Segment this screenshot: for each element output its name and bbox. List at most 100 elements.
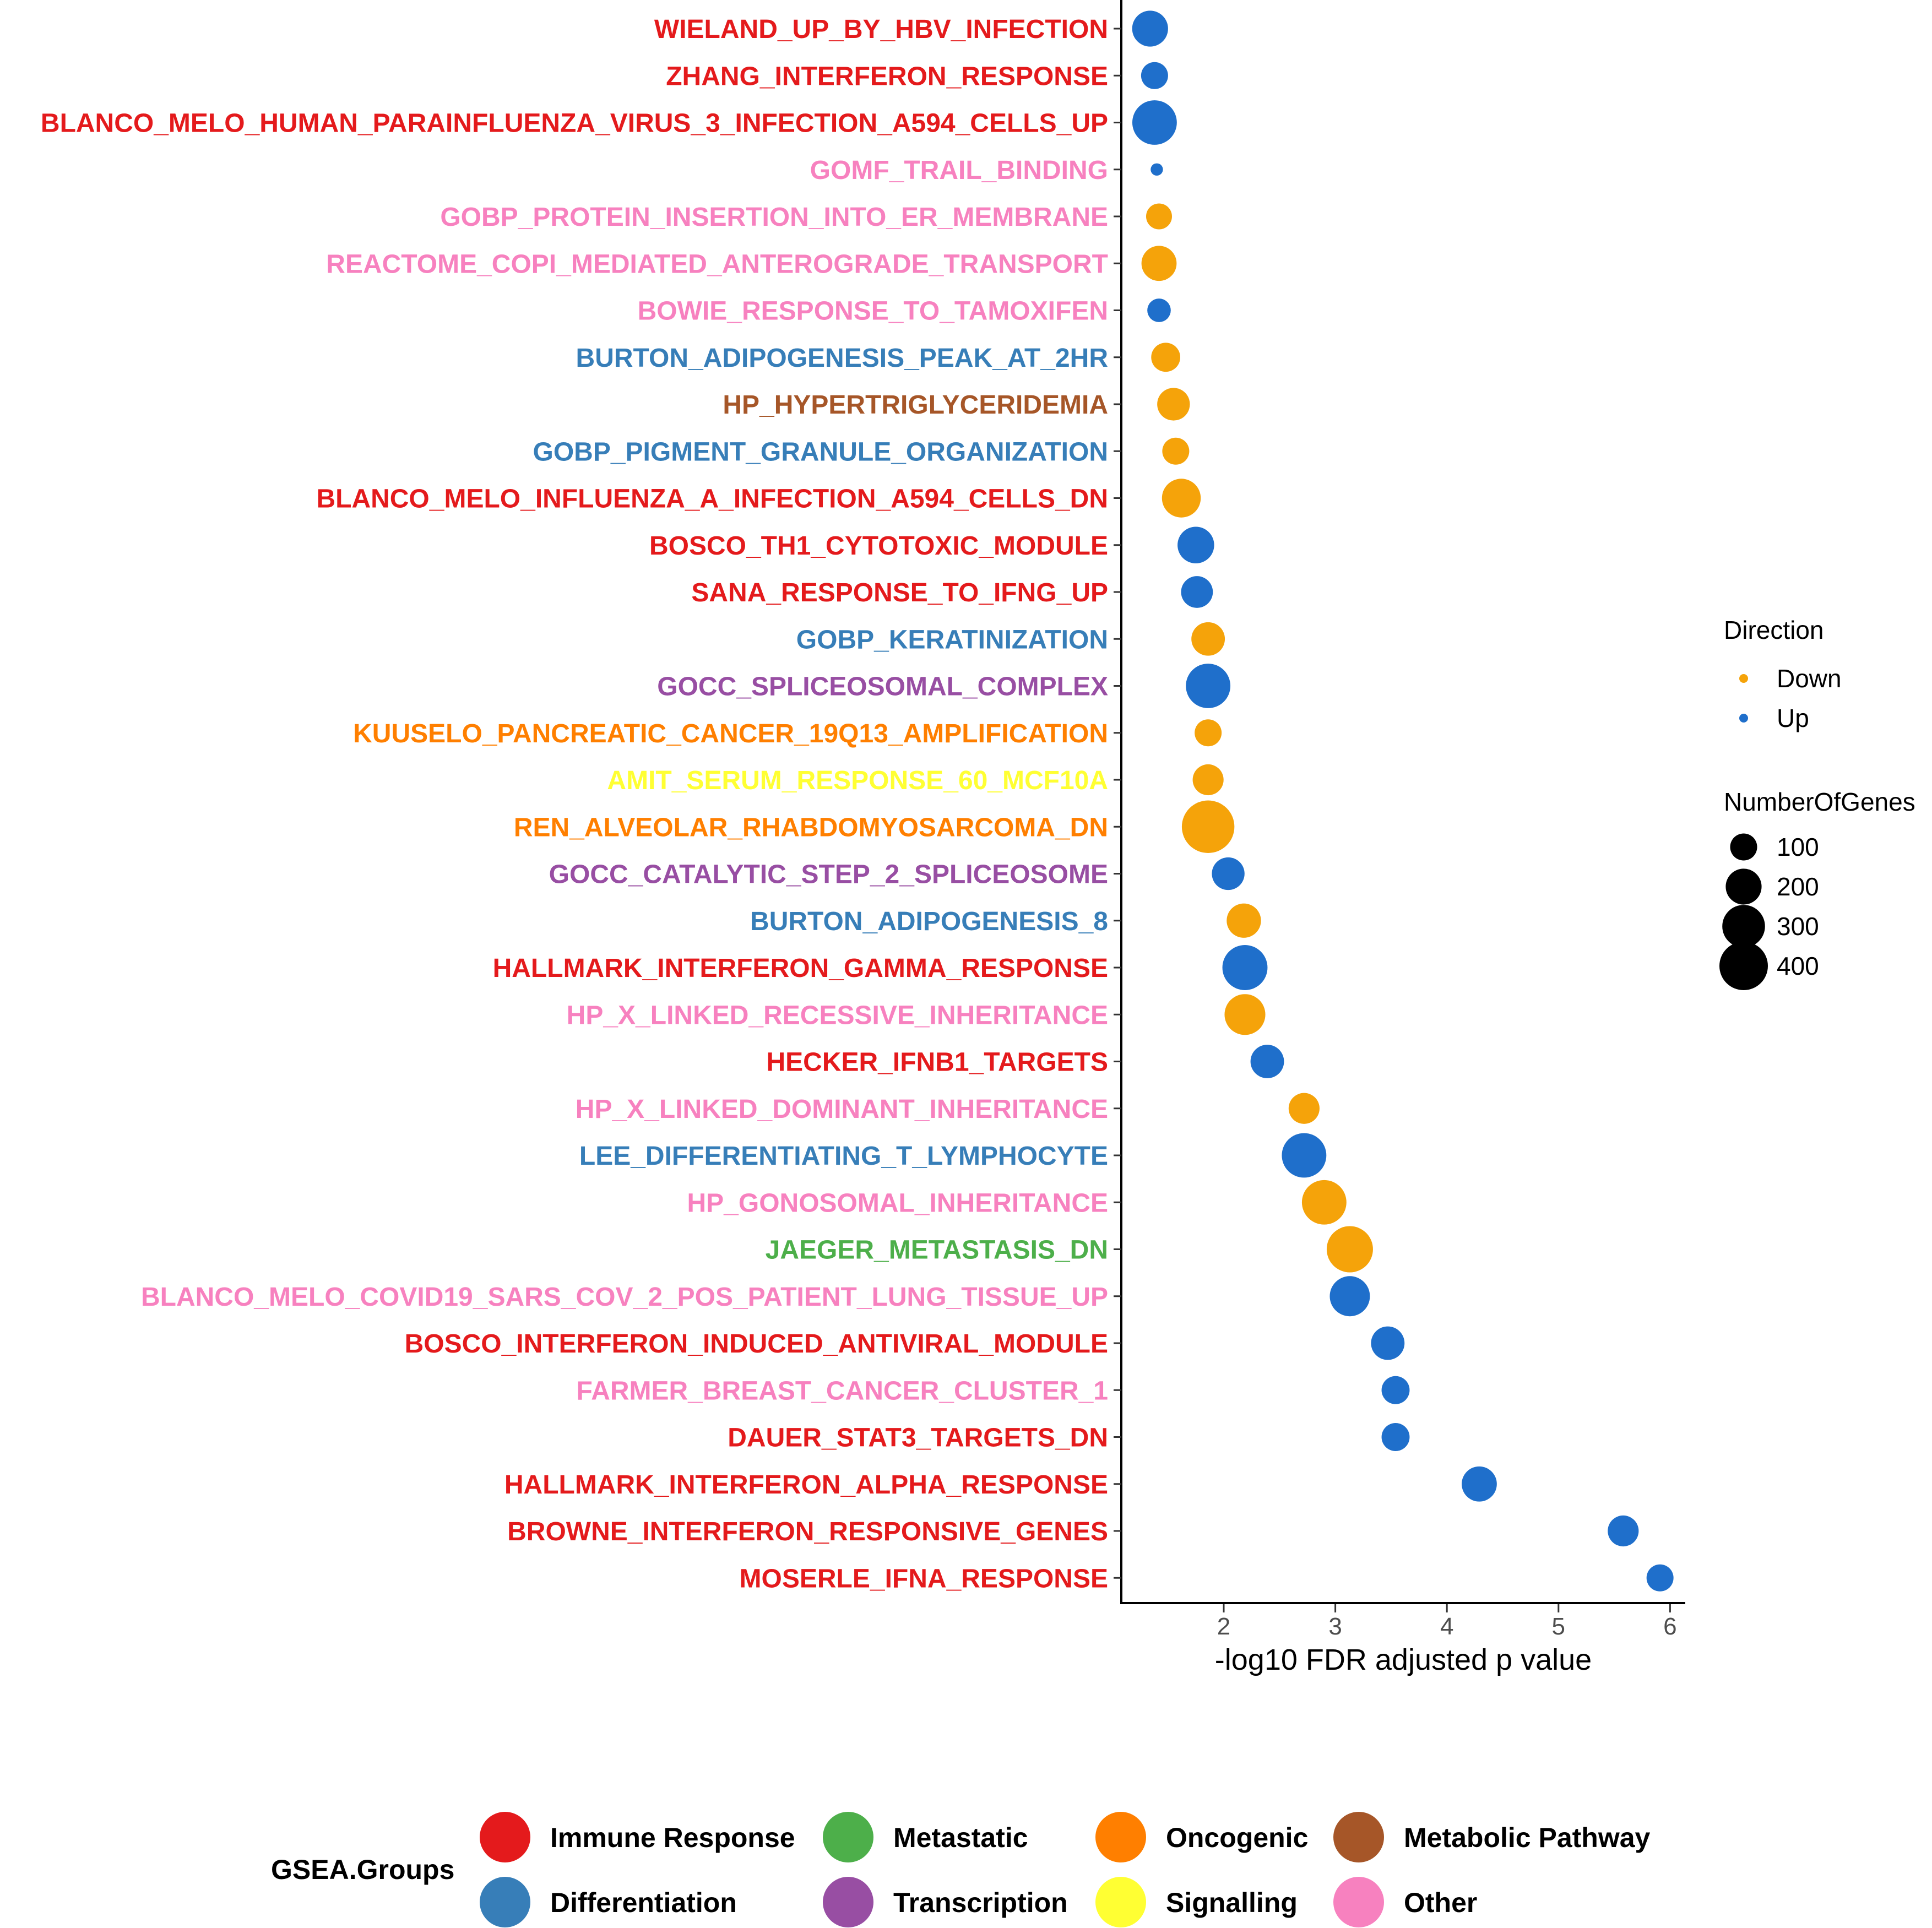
point-hp-x-linked-dominant-inheritance <box>1288 1093 1320 1124</box>
legend-group-label-metastatic: Metastatic <box>893 1822 1028 1853</box>
point-dauer-stat3-targets-dn <box>1381 1423 1410 1451</box>
point-reactome-copi-mediated-anterograde-transport <box>1141 246 1177 281</box>
point-browne-interferon-responsive-genes <box>1608 1515 1639 1547</box>
y-label-wieland-up-by-hbv-infection: WIELAND_UP_BY_HBV_INFECTION <box>654 15 1108 44</box>
point-farmer-breast-cancer-cluster-1 <box>1381 1376 1410 1404</box>
point-zhang-interferon-response <box>1141 62 1168 89</box>
point-moserle-ifna-response <box>1646 1564 1674 1592</box>
legend-group-key-metastatic <box>823 1812 873 1862</box>
legend-group-key-transcription <box>823 1877 873 1927</box>
plot-points <box>1132 10 1674 1592</box>
legend-group-label-differentiation: Differentiation <box>550 1887 737 1918</box>
y-label-zhang-interferon-response: ZHANG_INTERFERON_RESPONSE <box>666 62 1108 91</box>
y-axis-labels: WIELAND_UP_BY_HBV_INFECTION ZHANG_INTERFE… <box>41 15 1108 1593</box>
point-hp-hypertriglyceridemia <box>1157 388 1190 421</box>
y-label-hecker-ifnb1-targets: HECKER_IFNB1_TARGETS <box>766 1048 1108 1077</box>
x-axis-title: -log10 FDR adjusted p value <box>1215 1643 1592 1676</box>
legend-size-key-300 <box>1722 905 1765 948</box>
y-label-gomf-trail-binding: GOMF_TRAIL_BINDING <box>810 156 1108 185</box>
legend-group-label-oncogenic: Oncogenic <box>1166 1822 1308 1853</box>
x-tick-label-3: 3 <box>1328 1613 1342 1640</box>
legend-group-label-signalling: Signalling <box>1166 1887 1298 1918</box>
point-bowie-response-to-tamoxifen <box>1147 298 1171 322</box>
y-label-gocc-spliceosomal-complex: GOCC_SPLICEOSOMAL_COMPLEX <box>657 672 1108 702</box>
y-label-gobp-protein-insertion-into-er-membrane: GOBP_PROTEIN_INSERTION_INTO_ER_MEMBRANE <box>440 203 1108 232</box>
legend-label-up: Up <box>1777 704 1809 732</box>
y-label-hp-x-linked-recessive-inheritance: HP_X_LINKED_RECESSIVE_INHERITANCE <box>567 1001 1108 1030</box>
x-tick-label-2: 2 <box>1217 1613 1230 1640</box>
y-label-blanco-melo-influenza-a-infection-a594-cells-dn: BLANCO_MELO_INFLUENZA_A_INFECTION_A594_C… <box>316 485 1108 514</box>
point-kuuselo-pancreatic-cancer-19q13-amplification <box>1195 719 1222 747</box>
point-hecker-ifnb1-targets <box>1250 1045 1284 1078</box>
y-label-bowie-response-to-tamoxifen: BOWIE_RESPONSE_TO_TAMOXIFEN <box>638 297 1108 326</box>
legend-group-label-metabolic-pathway: Metabolic Pathway <box>1404 1822 1651 1853</box>
point-hallmark-interferon-gamma-response <box>1222 945 1268 990</box>
point-hallmark-interferon-alpha-response <box>1462 1466 1497 1502</box>
legend-direction: Direction Down Up <box>1724 616 1842 732</box>
y-label-lee-differentiating-t-lymphocyte: LEE_DIFFERENTIATING_T_LYMPHOCYTE <box>579 1142 1108 1171</box>
legend-group-label-immune-response: Immune Response <box>550 1822 795 1853</box>
y-label-amit-serum-response-60-mcf10a: AMIT_SERUM_RESPONSE_60_MCF10A <box>607 766 1108 795</box>
legend-groups-title: GSEA.Groups <box>271 1854 454 1885</box>
legend-group-key-other <box>1333 1877 1384 1927</box>
y-label-farmer-breast-cancer-cluster-1: FARMER_BREAST_CANCER_CLUSTER_1 <box>577 1376 1108 1405</box>
point-lee-differentiating-t-lymphocyte <box>1282 1133 1327 1178</box>
point-gocc-spliceosomal-complex <box>1186 664 1231 708</box>
y-label-bosco-th1-cytotoxic-module: BOSCO_TH1_CYTOTOXIC_MODULE <box>649 531 1108 561</box>
legend-group-key-metabolic-pathway <box>1333 1812 1384 1862</box>
y-label-gocc-catalytic-step-2-spliceosome: GOCC_CATALYTIC_STEP_2_SPLICEOSOME <box>549 860 1108 889</box>
y-label-burton-adipogenesis-8: BURTON_ADIPOGENESIS_8 <box>750 907 1108 936</box>
point-blanco-melo-human-parainfluenza-virus-3-infection-a594-cells-up <box>1132 100 1177 145</box>
x-tick-label-4: 4 <box>1440 1613 1453 1640</box>
y-label-blanco-melo-human-parainfluenza-virus-3-infection-a594-cells-up: BLANCO_MELO_HUMAN_PARAINFLUENZA_VIRUS_3_… <box>41 109 1108 138</box>
x-axis-ticks: 2 3 4 5 6 <box>1217 1604 1677 1640</box>
legend-size-label-200: 200 <box>1777 872 1819 901</box>
legend-group-label-transcription: Transcription <box>893 1887 1068 1918</box>
point-burton-adipogenesis-8 <box>1227 903 1261 938</box>
y-label-hallmark-interferon-alpha-response: HALLMARK_INTERFERON_ALPHA_RESPONSE <box>504 1470 1108 1500</box>
legend-group-label-other: Other <box>1404 1887 1477 1918</box>
legend-group-key-signalling <box>1095 1877 1146 1927</box>
y-label-burton-adipogenesis-peak-at-2hr: BURTON_ADIPOGENESIS_PEAK_AT_2HR <box>576 344 1108 373</box>
y-label-blanco-melo-covid19-sars-cov-2-pos-patient-lung-tissue-up: BLANCO_MELO_COVID19_SARS_COV_2_POS_PATIE… <box>141 1283 1108 1312</box>
y-label-ren-alveolar-rhabdomyosarcoma-dn: REN_ALVEOLAR_RHABDOMYOSARCOMA_DN <box>514 813 1108 842</box>
point-hp-x-linked-recessive-inheritance <box>1224 994 1266 1035</box>
legend-number-of-genes: NumberOfGenes 100 200 300 400 <box>1719 788 1915 990</box>
legend-size-key-400 <box>1719 942 1768 990</box>
legend-size-label-400: 400 <box>1777 952 1819 980</box>
point-blanco-melo-influenza-a-infection-a594-cells-dn <box>1162 479 1201 518</box>
point-gomf-trail-binding <box>1150 163 1163 176</box>
y-label-reactome-copi-mediated-anterograde-transport: REACTOME_COPI_MEDIATED_ANTEROGRADE_TRANS… <box>326 249 1108 279</box>
y-label-dauer-stat3-targets-dn: DAUER_STAT3_TARGETS_DN <box>728 1424 1108 1453</box>
point-wieland-up-by-hbv-infection <box>1132 10 1168 47</box>
point-burton-adipogenesis-peak-at-2hr <box>1151 343 1181 372</box>
x-tick-label-6: 6 <box>1663 1613 1676 1640</box>
y-label-kuuselo-pancreatic-cancer-19q13-amplification: KUUSELO_PANCREATIC_CANCER_19Q13_AMPLIFIC… <box>353 719 1108 748</box>
point-gobp-protein-insertion-into-er-membrane <box>1146 203 1172 230</box>
point-ren-alveolar-rhabdomyosarcoma-dn <box>1181 800 1235 853</box>
y-label-hallmark-interferon-gamma-response: HALLMARK_INTERFERON_GAMMA_RESPONSE <box>493 954 1108 983</box>
legend-key-up <box>1739 714 1748 723</box>
legend-group-key-immune-response <box>480 1812 530 1862</box>
point-jaeger-metastasis-dn <box>1326 1226 1373 1273</box>
axes <box>1114 0 1685 1604</box>
legend-direction-title: Direction <box>1724 616 1824 644</box>
legend-size-key-200 <box>1725 868 1762 905</box>
legend-key-down <box>1739 674 1748 683</box>
y-label-hp-gonosomal-inheritance: HP_GONOSOMAL_INHERITANCE <box>687 1188 1108 1218</box>
legend-size-label-100: 100 <box>1777 833 1819 861</box>
legend-label-down: Down <box>1777 664 1842 693</box>
y-label-hp-x-linked-dominant-inheritance: HP_X_LINKED_DOMINANT_INHERITANCE <box>576 1095 1108 1124</box>
legend-gsea-groups: GSEA.Groups Immune Response Metastatic Onco… <box>271 1812 1651 1927</box>
point-bosco-interferon-induced-antiviral-module <box>1371 1326 1405 1360</box>
y-label-browne-interferon-responsive-genes: BROWNE_INTERFERON_RESPONSIVE_GENES <box>507 1517 1108 1546</box>
point-blanco-melo-covid19-sars-cov-2-pos-patient-lung-tissue-up <box>1329 1276 1370 1317</box>
y-label-bosco-interferon-induced-antiviral-module: BOSCO_INTERFERON_INDUCED_ANTIVIRAL_MODUL… <box>405 1329 1108 1359</box>
x-tick-label-5: 5 <box>1552 1613 1565 1640</box>
legend-group-key-differentiation <box>480 1877 530 1927</box>
legend-group-key-oncogenic <box>1095 1812 1146 1862</box>
y-label-gobp-pigment-granule-organization: GOBP_PIGMENT_GRANULE_ORGANIZATION <box>533 437 1108 466</box>
point-gocc-catalytic-step-2-spliceosome <box>1212 857 1245 890</box>
point-gobp-pigment-granule-organization <box>1162 437 1190 465</box>
